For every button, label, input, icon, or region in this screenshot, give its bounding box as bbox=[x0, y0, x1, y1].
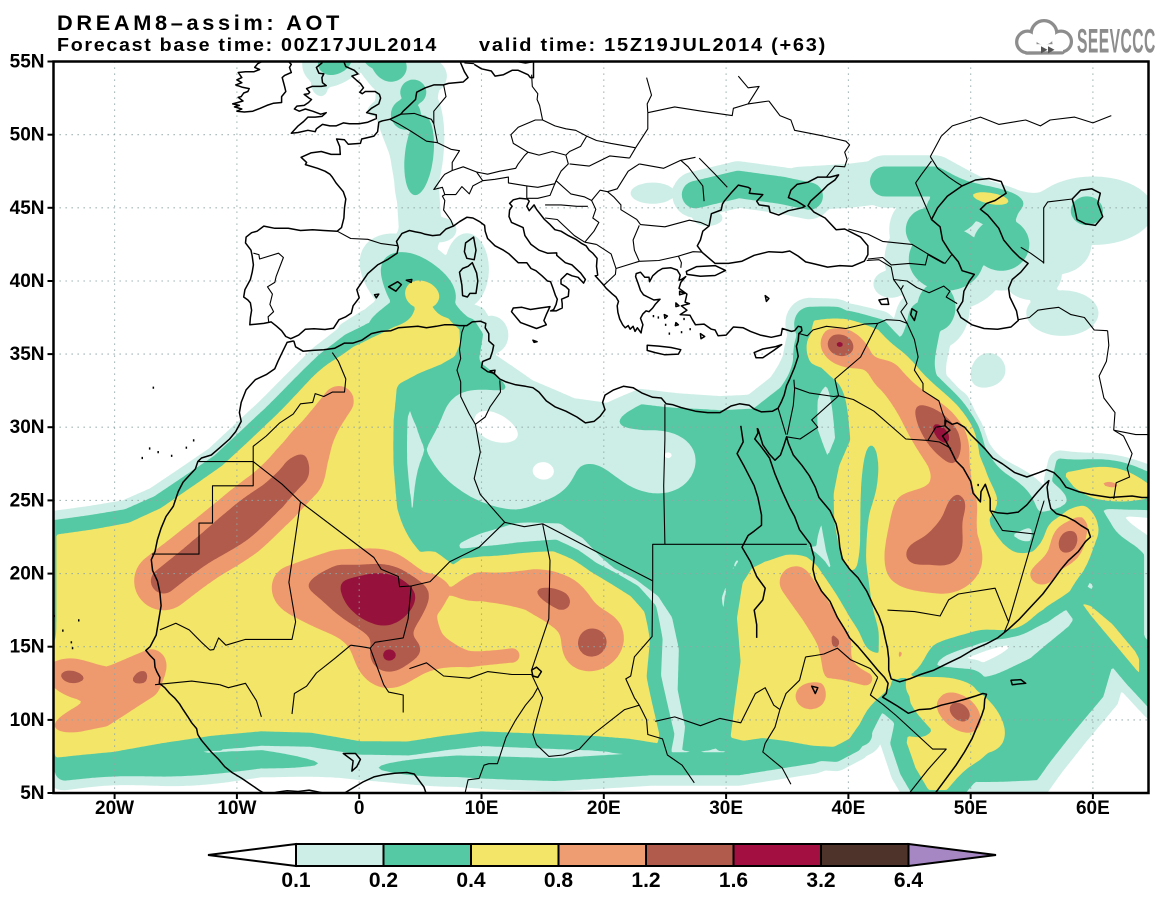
svg-text:35N: 35N bbox=[10, 344, 45, 365]
svg-text:30E: 30E bbox=[709, 798, 743, 819]
svg-text:DREAM8–assim: AOT: DREAM8–assim: AOT bbox=[57, 12, 343, 35]
svg-text:20E: 20E bbox=[587, 798, 621, 819]
svg-text:5N: 5N bbox=[20, 783, 44, 804]
svg-text:10N: 10N bbox=[10, 710, 45, 731]
svg-text:15N: 15N bbox=[10, 637, 45, 658]
svg-text:valid time: 15Z19JUL2014 (+63): valid time: 15Z19JUL2014 (+63) bbox=[479, 34, 827, 55]
svg-text:SEEVCCC: SEEVCCC bbox=[1077, 22, 1156, 61]
svg-text:20W: 20W bbox=[95, 798, 134, 819]
svg-text:10W: 10W bbox=[217, 798, 256, 819]
svg-text:0.4: 0.4 bbox=[456, 869, 486, 892]
svg-text:0.2: 0.2 bbox=[369, 869, 398, 892]
svg-text:0.1: 0.1 bbox=[281, 869, 311, 892]
svg-text:0.8: 0.8 bbox=[544, 869, 574, 892]
svg-text:60E: 60E bbox=[1076, 798, 1110, 819]
svg-text:25N: 25N bbox=[10, 490, 45, 511]
svg-text:1.6: 1.6 bbox=[719, 869, 748, 892]
svg-text:40E: 40E bbox=[831, 798, 865, 819]
svg-text:1.2: 1.2 bbox=[631, 869, 660, 892]
svg-text:55N: 55N bbox=[10, 52, 45, 73]
svg-text:50E: 50E bbox=[954, 798, 988, 819]
svg-text:0: 0 bbox=[354, 798, 365, 819]
svg-text:10E: 10E bbox=[465, 798, 499, 819]
svg-text:30N: 30N bbox=[10, 417, 45, 438]
svg-text:45N: 45N bbox=[10, 198, 45, 219]
svg-text:3.2: 3.2 bbox=[806, 869, 835, 892]
svg-text:20N: 20N bbox=[10, 564, 45, 585]
svg-text:50N: 50N bbox=[10, 125, 45, 146]
svg-text:6.4: 6.4 bbox=[894, 869, 924, 892]
svg-text:Forecast base time: 00Z17JUL20: Forecast base time: 00Z17JUL2014 bbox=[57, 34, 438, 55]
svg-text:40N: 40N bbox=[10, 271, 45, 292]
